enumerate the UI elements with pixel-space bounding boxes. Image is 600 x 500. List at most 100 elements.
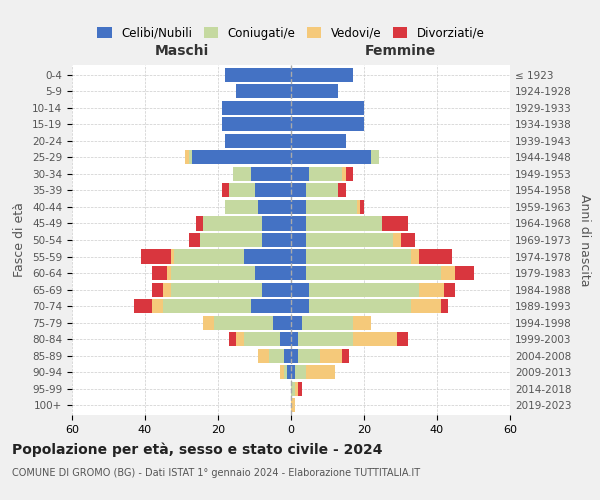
Bar bbox=[226, 134, 291, 148]
Bar bbox=[309, 299, 412, 313]
Bar bbox=[412, 299, 440, 313]
Bar bbox=[291, 299, 309, 313]
Bar bbox=[291, 282, 309, 296]
Bar bbox=[273, 316, 291, 330]
Bar bbox=[305, 233, 393, 247]
Bar bbox=[262, 216, 291, 230]
Bar bbox=[142, 250, 170, 264]
Bar bbox=[226, 200, 258, 214]
Bar bbox=[221, 118, 291, 132]
Y-axis label: Fasce di età: Fasce di età bbox=[13, 202, 26, 278]
Bar bbox=[152, 282, 163, 296]
Bar bbox=[444, 282, 455, 296]
Bar bbox=[221, 101, 291, 115]
Bar bbox=[353, 332, 397, 346]
Bar bbox=[258, 348, 269, 362]
Bar bbox=[291, 266, 305, 280]
Bar bbox=[291, 134, 346, 148]
Bar bbox=[163, 299, 251, 313]
Bar bbox=[229, 332, 236, 346]
Bar bbox=[338, 184, 346, 198]
Bar bbox=[229, 184, 254, 198]
Bar bbox=[295, 382, 298, 396]
Bar bbox=[163, 282, 170, 296]
Bar bbox=[280, 365, 284, 379]
Bar bbox=[419, 282, 444, 296]
Bar bbox=[170, 282, 262, 296]
Bar bbox=[397, 332, 408, 346]
Bar bbox=[393, 233, 401, 247]
Bar bbox=[203, 216, 262, 230]
Bar bbox=[291, 84, 338, 98]
Bar bbox=[305, 266, 440, 280]
Bar bbox=[291, 250, 305, 264]
Bar bbox=[291, 398, 295, 412]
Bar bbox=[440, 266, 455, 280]
Bar bbox=[185, 150, 189, 164]
Bar bbox=[295, 365, 305, 379]
Y-axis label: Anni di nascita: Anni di nascita bbox=[578, 194, 591, 286]
Bar bbox=[258, 200, 291, 214]
Bar bbox=[291, 167, 309, 181]
Bar bbox=[382, 216, 408, 230]
Bar bbox=[233, 167, 251, 181]
Bar bbox=[356, 200, 361, 214]
Bar bbox=[287, 365, 291, 379]
Bar bbox=[189, 150, 193, 164]
Bar bbox=[455, 266, 473, 280]
Text: Femmine: Femmine bbox=[365, 44, 436, 58]
Bar bbox=[353, 316, 371, 330]
Bar bbox=[412, 250, 419, 264]
Bar bbox=[302, 316, 353, 330]
Bar bbox=[291, 216, 305, 230]
Bar bbox=[284, 348, 291, 362]
Bar bbox=[291, 365, 295, 379]
Bar bbox=[342, 348, 349, 362]
Bar bbox=[291, 200, 305, 214]
Bar bbox=[309, 167, 342, 181]
Bar bbox=[251, 167, 291, 181]
Bar bbox=[254, 184, 291, 198]
Text: Maschi: Maschi bbox=[154, 44, 209, 58]
Bar bbox=[305, 184, 338, 198]
Bar bbox=[291, 382, 295, 396]
Bar bbox=[291, 150, 371, 164]
Bar bbox=[214, 316, 273, 330]
Bar bbox=[342, 167, 346, 181]
Bar bbox=[167, 266, 170, 280]
Bar bbox=[419, 250, 452, 264]
Bar bbox=[280, 332, 291, 346]
Bar bbox=[262, 233, 291, 247]
Bar bbox=[174, 250, 244, 264]
Bar bbox=[284, 365, 287, 379]
Bar bbox=[440, 299, 448, 313]
Text: Popolazione per età, sesso e stato civile - 2024: Popolazione per età, sesso e stato civil… bbox=[12, 442, 383, 457]
Bar bbox=[170, 266, 254, 280]
Bar bbox=[361, 200, 364, 214]
Bar bbox=[305, 200, 357, 214]
Bar bbox=[291, 233, 305, 247]
Bar bbox=[298, 332, 353, 346]
Text: COMUNE DI GROMO (BG) - Dati ISTAT 1° gennaio 2024 - Elaborazione TUTTITALIA.IT: COMUNE DI GROMO (BG) - Dati ISTAT 1° gen… bbox=[12, 468, 420, 477]
Bar bbox=[244, 332, 280, 346]
Bar bbox=[193, 150, 291, 164]
Bar bbox=[134, 299, 152, 313]
Bar bbox=[251, 299, 291, 313]
Bar bbox=[200, 233, 262, 247]
Legend: Celibi/Nubili, Coniugati/e, Vedovi/e, Divorziati/e: Celibi/Nubili, Coniugati/e, Vedovi/e, Di… bbox=[92, 22, 490, 44]
Bar bbox=[291, 184, 305, 198]
Bar bbox=[262, 282, 291, 296]
Bar bbox=[244, 250, 291, 264]
Bar bbox=[320, 348, 342, 362]
Bar bbox=[291, 332, 298, 346]
Bar bbox=[291, 348, 298, 362]
Bar bbox=[291, 316, 302, 330]
Bar bbox=[371, 150, 379, 164]
Bar bbox=[305, 250, 412, 264]
Bar bbox=[152, 266, 167, 280]
Bar bbox=[305, 365, 335, 379]
Bar bbox=[152, 299, 163, 313]
Bar bbox=[170, 250, 174, 264]
Bar bbox=[346, 167, 353, 181]
Bar bbox=[236, 84, 291, 98]
